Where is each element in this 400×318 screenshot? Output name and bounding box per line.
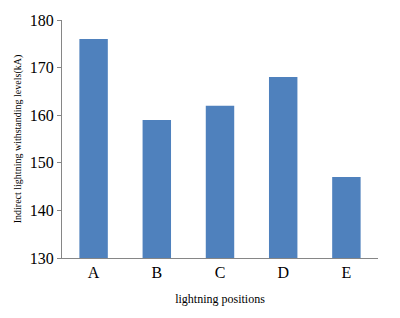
svg-text:170: 170 <box>30 59 54 76</box>
svg-text:130: 130 <box>30 250 54 267</box>
svg-text:180: 180 <box>30 12 54 29</box>
svg-text:D: D <box>277 264 289 281</box>
svg-text:Indirect lightning withstandin: Indirect lightning withstanding levels(k… <box>12 55 24 224</box>
svg-text:150: 150 <box>30 154 54 171</box>
svg-text:E: E <box>342 264 352 281</box>
svg-text:B: B <box>151 264 162 281</box>
svg-text:A: A <box>88 264 100 281</box>
svg-text:140: 140 <box>30 202 54 219</box>
svg-text:160: 160 <box>30 107 54 124</box>
svg-text:lightning positions: lightning positions <box>175 292 265 306</box>
svg-text:C: C <box>215 264 226 281</box>
